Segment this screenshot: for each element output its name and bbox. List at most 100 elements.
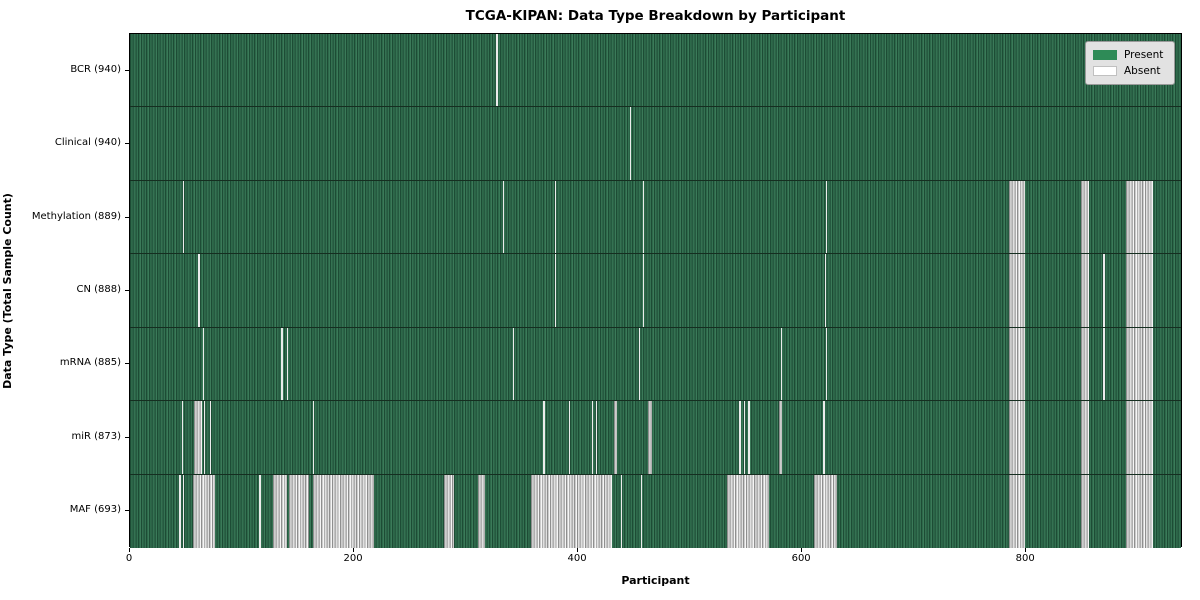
absent-segment — [748, 401, 750, 474]
ytick-mark — [125, 363, 129, 365]
absent-segment — [513, 327, 515, 401]
ytick-label-Clinical: Clinical (940) — [54, 137, 121, 149]
ytick-label-BCR: BCR (940) — [70, 63, 121, 75]
data-row-mRNA — [130, 327, 1181, 402]
absent-segment — [743, 401, 746, 474]
absent-segment — [312, 401, 314, 474]
absent-segment — [638, 327, 640, 401]
absent-segment — [543, 401, 545, 474]
absent-segment — [1125, 327, 1153, 401]
absent-segment — [1081, 401, 1089, 474]
ytick-mark — [125, 143, 129, 145]
xtick-mark — [1025, 548, 1027, 552]
absent-segment — [209, 401, 211, 474]
plot-area: Present Absent — [129, 33, 1182, 548]
absent-segment — [814, 474, 837, 548]
absent-segment — [193, 401, 202, 474]
absent-segment — [739, 401, 741, 474]
ytick-label-Methylation: Methylation (889) — [31, 210, 121, 222]
data-row-MAF — [130, 474, 1181, 548]
absent-segment — [1009, 401, 1026, 474]
absent-segment — [825, 327, 827, 401]
absent-segment — [778, 401, 782, 474]
xtick-mark — [129, 548, 130, 552]
absent-segment — [1125, 401, 1153, 474]
ytick-label-mRNA: mRNA (885) — [59, 357, 121, 369]
legend-swatch-absent-icon — [1093, 66, 1117, 76]
absent-segment — [823, 401, 825, 474]
absent-segment — [647, 401, 652, 474]
legend-swatch-present-icon — [1093, 50, 1117, 60]
absent-segment — [202, 327, 205, 401]
absent-segment — [643, 254, 645, 327]
absent-segment — [289, 474, 310, 548]
xtick-label-200: 200 — [343, 553, 363, 564]
legend-item-absent: Absent — [1093, 63, 1167, 79]
absent-segment — [443, 474, 454, 548]
absent-segment — [554, 180, 556, 254]
chart-title: TCGA-KIPAN: Data Type Breakdown by Parti… — [465, 8, 846, 24]
absent-segment — [179, 474, 181, 548]
xtick-label-800: 800 — [1015, 553, 1035, 564]
absent-segment — [478, 474, 486, 548]
absent-segment — [531, 474, 612, 548]
absent-segment — [503, 180, 505, 254]
absent-segment — [286, 327, 289, 401]
x-axis-label: Participant — [621, 574, 690, 587]
ytick-mark — [125, 436, 129, 438]
data-row-BCR — [130, 34, 1181, 108]
data-row-CN — [130, 254, 1181, 328]
xtick-label-0: 0 — [125, 553, 133, 564]
data-row-Clinical — [130, 107, 1181, 181]
absent-segment — [596, 401, 598, 474]
absent-segment — [182, 474, 184, 548]
absent-segment — [1081, 180, 1089, 254]
xtick-mark — [577, 548, 579, 552]
legend-label-absent: Absent — [1124, 65, 1161, 77]
xtick-mark — [353, 548, 355, 552]
absent-segment — [569, 401, 571, 474]
legend-item-present: Present — [1093, 47, 1167, 63]
ytick-label-CN: CN (888) — [76, 284, 121, 295]
absent-segment — [1081, 327, 1089, 401]
absent-segment — [181, 401, 183, 474]
ytick-mark — [125, 510, 129, 512]
absent-segment — [1125, 254, 1153, 327]
xtick-label-400: 400 — [567, 553, 587, 564]
absent-segment — [1125, 474, 1153, 548]
absent-segment — [1081, 474, 1089, 548]
absent-segment — [312, 474, 375, 548]
ytick-label-MAF: MAF (693) — [69, 504, 121, 516]
absent-segment — [496, 34, 498, 107]
absent-segment — [640, 474, 643, 548]
xtick-mark — [801, 548, 803, 552]
absent-segment — [1103, 327, 1105, 401]
absent-segment — [192, 474, 216, 548]
legend-label-present: Present — [1124, 49, 1164, 61]
absent-segment — [629, 107, 631, 180]
absent-segment — [182, 180, 184, 254]
absent-segment — [824, 254, 826, 327]
ytick-mark — [125, 69, 129, 71]
data-row-Methylation — [130, 180, 1181, 255]
absent-segment — [613, 401, 618, 474]
absent-segment — [281, 327, 283, 401]
absent-segment — [198, 254, 200, 327]
absent-segment — [1125, 180, 1153, 254]
legend: Present Absent — [1085, 41, 1175, 85]
absent-segment — [591, 401, 593, 474]
absent-segment — [780, 327, 783, 401]
absent-segment — [825, 180, 827, 254]
ytick-mark — [125, 290, 129, 291]
absent-segment — [1009, 254, 1026, 327]
absent-segment — [1081, 254, 1089, 327]
absent-segment — [258, 474, 262, 548]
absent-segment — [1009, 327, 1026, 401]
ytick-mark — [125, 216, 129, 218]
absent-segment — [273, 474, 287, 548]
absent-segment — [620, 474, 622, 548]
absent-segment — [643, 180, 645, 254]
absent-segment — [1103, 254, 1105, 327]
absent-segment — [727, 474, 769, 548]
